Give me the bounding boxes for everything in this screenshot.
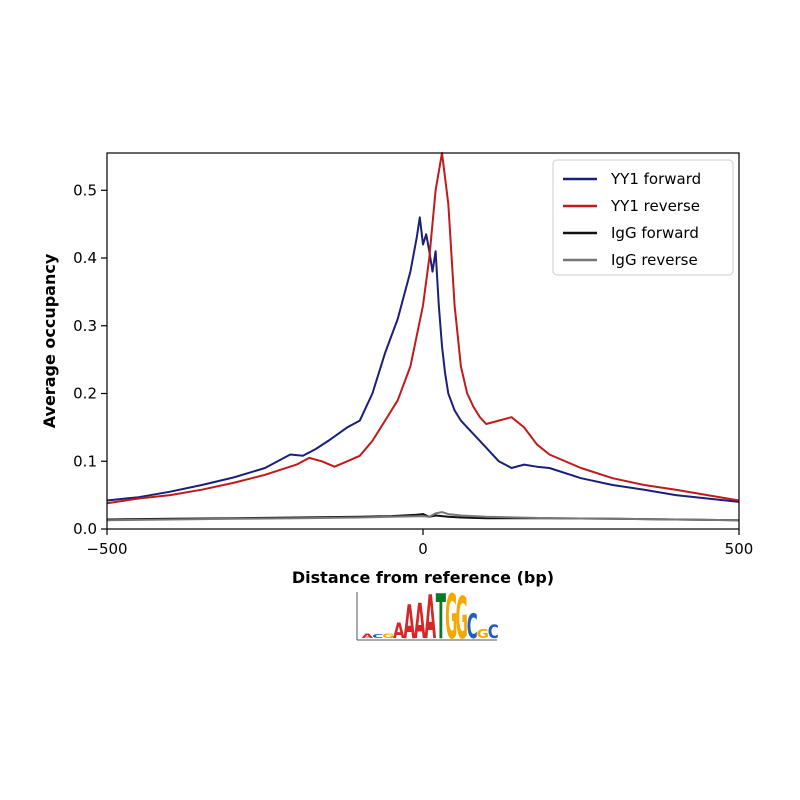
logo-letter: A: [403, 596, 415, 650]
y-tick-label: 0.1: [73, 452, 97, 470]
legend-label: IgG reverse: [611, 251, 698, 269]
logo-letter: C: [372, 634, 383, 640]
y-axis: 0.0 0.1 0.2 0.3 0.4 0.5: [73, 181, 107, 538]
y-tick-label: 0.5: [73, 181, 97, 199]
series-line-yy1-reverse: [106, 152, 740, 505]
legend: YY1 forward YY1 reverse IgG forward IgG rev…: [552, 159, 734, 276]
y-tick-label: 0.4: [73, 249, 97, 267]
x-axis: −500 0 500: [86, 529, 753, 558]
legend-label: YY1 forward: [610, 170, 701, 188]
legend-label: YY1 reverse: [610, 197, 700, 215]
logo-letter: C: [467, 608, 478, 647]
logo-letter: T: [436, 582, 446, 653]
logo-letter: G: [382, 632, 394, 640]
logo-letter: G: [456, 586, 468, 653]
x-tick-label: −500: [86, 540, 127, 558]
plot-lines: [106, 152, 740, 522]
legend-label: IgG forward: [611, 224, 699, 242]
x-tick-label: 500: [725, 540, 754, 558]
logo-letter: G: [445, 582, 457, 653]
logo-letter: G: [477, 627, 489, 641]
x-axis-title: Distance from reference (bp): [292, 568, 554, 587]
logo-letter: A: [361, 632, 373, 640]
logo-letter: A: [414, 595, 426, 650]
y-axis-title: Average occupancy: [40, 253, 59, 428]
y-tick-label: 0.3: [73, 317, 97, 335]
logo-letter: C: [488, 620, 499, 642]
y-tick-label: 0.0: [73, 520, 97, 538]
logo-letter: A: [424, 583, 436, 653]
y-tick-label: 0.2: [73, 385, 97, 403]
series-line-yy1-forward: [106, 216, 740, 503]
series-line-igg-reverse: [106, 511, 740, 522]
legend-box: [552, 159, 734, 276]
logo-letter: A: [393, 619, 405, 643]
x-tick-label: 0: [418, 540, 428, 558]
